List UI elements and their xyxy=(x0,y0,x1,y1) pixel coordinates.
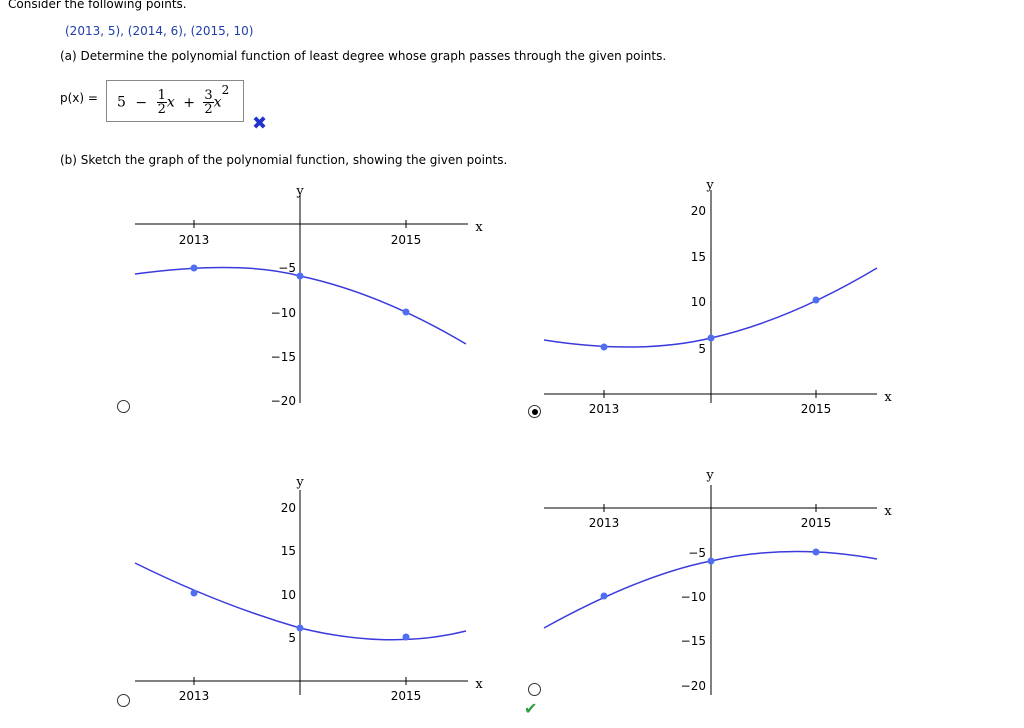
graph2-point-2013 xyxy=(600,343,608,351)
graph2-x-label: x xyxy=(884,390,892,405)
graph1-ytick-neg5: −5 xyxy=(278,261,296,275)
graph3-ytick-10: 10 xyxy=(281,588,296,602)
graph1-xtick-2013: 2013 xyxy=(179,233,210,247)
graph3-point-2014 xyxy=(296,624,304,632)
graph2-xtick-2015: 2015 xyxy=(801,402,832,416)
graph1-x-label: x xyxy=(475,220,483,235)
graph1-point-2015 xyxy=(402,308,410,316)
intro-text: Consider the following points. xyxy=(8,0,187,11)
graph4-y-label: y xyxy=(705,468,714,483)
graph1-point-2013 xyxy=(190,264,198,272)
graph4-ytick-neg15: −15 xyxy=(681,634,706,648)
answer-exponent: 2 xyxy=(221,83,230,97)
graph3-y-label: y xyxy=(295,475,304,490)
graph3-ytick-5: 5 xyxy=(288,631,296,645)
graph4-radio[interactable] xyxy=(528,683,541,696)
graph2-radio[interactable] xyxy=(528,405,541,418)
part-b-prompt: (b) Sketch the graph of the polynomial f… xyxy=(60,153,508,167)
part-a-prompt: (a) Determine the polynomial function of… xyxy=(60,49,667,63)
graph1-y-label: y xyxy=(295,184,304,199)
correct-check-icon: ✔ xyxy=(524,699,538,718)
graph4-ytick-neg10: −10 xyxy=(681,590,706,604)
px-label: p(x) = xyxy=(60,91,98,105)
graph4-point-2013 xyxy=(600,592,608,600)
graph3-xtick-2013: 2013 xyxy=(179,689,210,703)
graph2-xtick-2013: 2013 xyxy=(589,402,620,416)
answer-box[interactable]: 5 − 1 2 x + 3 2 x2 xyxy=(106,80,244,122)
graph4-ytick-neg5: −5 xyxy=(688,546,706,560)
graph2-ytick-5: 5 xyxy=(698,342,706,356)
answer-x1: x xyxy=(166,94,175,111)
graph1-point-2014 xyxy=(296,272,304,280)
graph3-x-label: x xyxy=(475,677,483,692)
graph4-x-label: x xyxy=(884,504,892,519)
graph2-ytick-15: 15 xyxy=(691,250,706,264)
answer-constant: 5 xyxy=(117,94,126,111)
graph3-radio[interactable] xyxy=(117,694,130,707)
graph3-curve xyxy=(134,562,467,641)
graph3-ytick-15: 15 xyxy=(281,544,296,558)
graph3-point-2015 xyxy=(402,633,410,641)
answer-minus: − xyxy=(135,94,148,111)
graph2-point-2015 xyxy=(812,296,820,304)
graph4-point-2015 xyxy=(812,548,820,556)
graph1-ytick-neg10: −10 xyxy=(271,306,296,320)
graph3-point-2013 xyxy=(190,589,198,597)
answer-fraction-1: 1 2 xyxy=(156,88,167,117)
graph4-xtick-2015: 2015 xyxy=(801,516,832,530)
answer-expression: 5 − 1 2 x + 3 2 x2 xyxy=(117,83,229,117)
graph1-ytick-neg15: −15 xyxy=(271,350,296,364)
answer-x2: x xyxy=(213,94,222,111)
graph2-point-2014 xyxy=(707,334,715,342)
graph1-ytick-neg20: −20 xyxy=(271,394,296,408)
answer-fraction-2: 3 2 xyxy=(203,88,214,117)
answer-plus: + xyxy=(183,94,195,111)
graph2-ytick-10: 10 xyxy=(691,295,706,309)
graph2-curve xyxy=(543,267,878,348)
graph4-ytick-neg20: −20 xyxy=(681,679,706,693)
incorrect-x-icon: ✖ xyxy=(252,113,268,134)
graph1-xtick-2015: 2015 xyxy=(391,233,422,247)
graph1-curve xyxy=(134,266,467,345)
graph4-xtick-2013: 2013 xyxy=(589,516,620,530)
graph3-ytick-20: 20 xyxy=(281,501,296,515)
graph4-point-2014 xyxy=(707,557,715,565)
graph2-y-label: y xyxy=(705,178,714,193)
points-text: (2013, 5), (2014, 6), (2015, 10) xyxy=(65,24,254,38)
graph4-curve xyxy=(543,550,878,629)
graph3-xtick-2015: 2015 xyxy=(391,689,422,703)
graph1-radio[interactable] xyxy=(117,400,130,413)
graph2-ytick-20: 20 xyxy=(691,204,706,218)
